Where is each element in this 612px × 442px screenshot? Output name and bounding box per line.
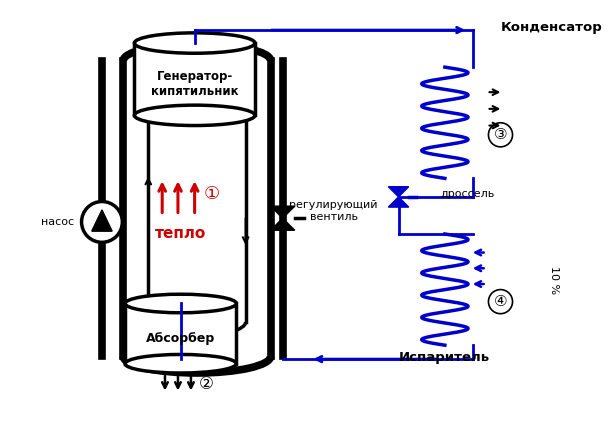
- Text: дроссель: дроссель: [440, 189, 494, 199]
- Text: Конденсатор: Конденсатор: [501, 21, 602, 34]
- Ellipse shape: [135, 105, 255, 126]
- Polygon shape: [271, 206, 295, 218]
- Text: Абсорбер: Абсорбер: [146, 332, 215, 345]
- Text: Генератор-
кипятильник: Генератор- кипятильник: [151, 70, 239, 98]
- Ellipse shape: [125, 354, 236, 373]
- Polygon shape: [92, 210, 112, 231]
- Text: ③: ③: [494, 127, 507, 142]
- Text: 10 %: 10 %: [549, 266, 559, 294]
- Circle shape: [81, 202, 122, 242]
- Circle shape: [488, 290, 512, 314]
- Text: ①: ①: [203, 185, 219, 203]
- Circle shape: [488, 123, 512, 147]
- Polygon shape: [389, 187, 409, 197]
- Ellipse shape: [135, 33, 255, 53]
- Text: тепло: тепло: [155, 226, 206, 241]
- Text: регулирующий
вентиль: регулирующий вентиль: [289, 200, 378, 221]
- Text: ②: ②: [198, 375, 213, 393]
- Polygon shape: [389, 197, 409, 207]
- Text: ④: ④: [494, 294, 507, 309]
- Ellipse shape: [125, 294, 236, 313]
- Polygon shape: [271, 218, 295, 230]
- Text: насос: насос: [41, 217, 74, 227]
- Text: Испаритель: Испаритель: [398, 351, 490, 364]
